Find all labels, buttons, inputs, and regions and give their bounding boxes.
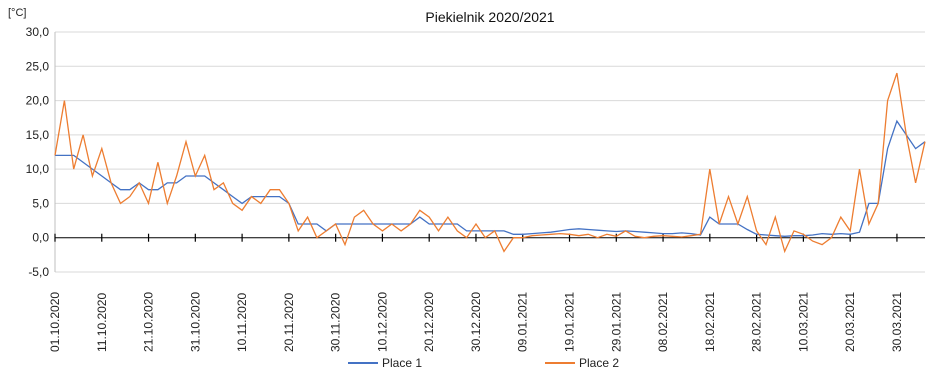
- legend-label: Place 2: [579, 356, 619, 370]
- x-tick-label: 01.10.2020: [48, 292, 62, 352]
- y-tick-label: 30,0: [26, 25, 50, 39]
- x-tick-label: 20.11.2020: [282, 293, 296, 352]
- chart-title: Piekielnik 2020/2021: [425, 9, 554, 25]
- x-tick-label: 19.01.2021: [563, 292, 577, 352]
- y-tick-label: 0,0: [32, 231, 49, 245]
- x-tick-label: 29.01.2021: [609, 292, 623, 352]
- x-tick-label: 30.03.2021: [890, 292, 904, 352]
- y-tick-label: 20,0: [26, 94, 50, 108]
- x-tick-label: 20.03.2021: [843, 292, 857, 352]
- grid-lines: [55, 31, 925, 273]
- x-tick-label: 09.01.2021: [516, 292, 530, 352]
- x-tick-label: 10.03.2021: [796, 292, 810, 352]
- x-tick-label: 31.10.2020: [188, 292, 202, 352]
- x-tick-label: 10.11.2020: [235, 293, 249, 352]
- y-tick-label: -5,0: [28, 265, 49, 279]
- y-axis: 30,0 25,0 20,0 15,0 10,0 5,0 0,0 -5,0: [26, 25, 56, 279]
- series-layer: [54, 72, 926, 254]
- x-tick-label: 30.12.2020: [469, 292, 483, 352]
- x-tick-label: 28.02.2021: [750, 292, 764, 352]
- y-unit-label: [°C]: [8, 7, 26, 19]
- y-tick-label: 25,0: [26, 59, 50, 73]
- series-line-2: [54, 72, 926, 254]
- y-tick-label: 5,0: [32, 196, 49, 210]
- x-tick-label: 21.10.2020: [142, 292, 156, 352]
- y-tick-label: 10,0: [26, 162, 50, 176]
- x-tick-label: 20.12.2020: [422, 292, 436, 352]
- x-tick-label: 08.02.2021: [656, 292, 670, 352]
- x-tick-label: 30.11.2020: [329, 293, 343, 352]
- legend-label: Place 1: [382, 356, 422, 370]
- series-line-1: [55, 119, 926, 237]
- x-tick-label: 11.10.2020: [95, 293, 109, 352]
- y-tick-label: 15,0: [26, 128, 50, 142]
- x-tick-label: 18.02.2021: [703, 292, 717, 352]
- x-axis: 01.10.2020 11.10.2020 21.10.2020 31.10.2020…: [48, 233, 904, 352]
- x-tick-label: 10.12.2020: [375, 292, 389, 352]
- legend: Place 1 Place 2: [348, 356, 619, 370]
